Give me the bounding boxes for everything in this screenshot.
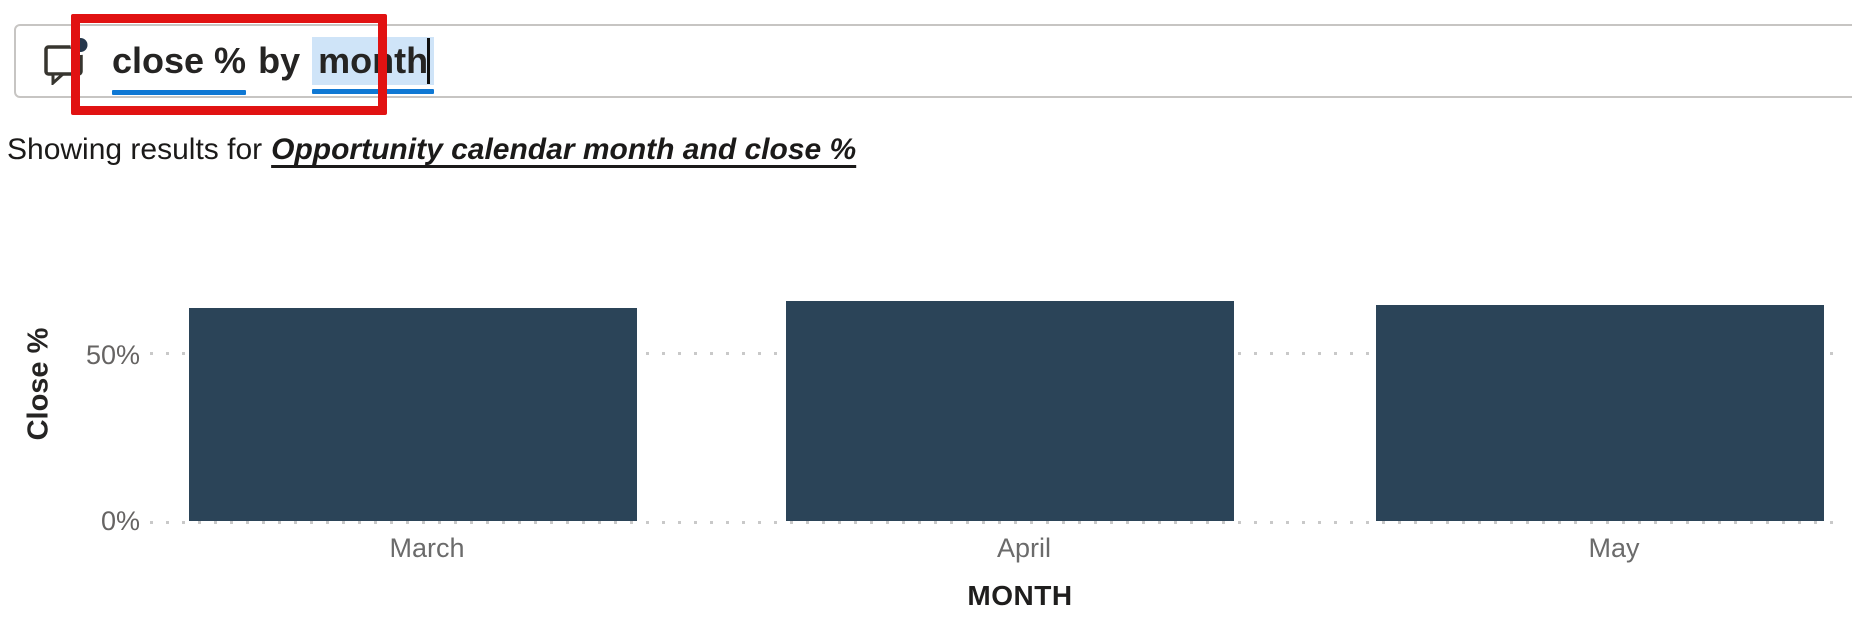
bar-may[interactable]	[1376, 304, 1824, 521]
results-interpretation-link[interactable]: Opportunity calendar month and close %	[271, 133, 857, 166]
query-term-close-pct[interactable]: close %	[112, 40, 247, 95]
x-tick-march: March	[389, 533, 465, 563]
query-term-month[interactable]: month	[312, 37, 435, 94]
x-tick-april: April	[996, 533, 1051, 563]
bar-april[interactable]	[786, 301, 1234, 521]
query-text: close % by month	[112, 37, 435, 95]
x-axis-baseline	[150, 521, 1844, 524]
bar-march[interactable]	[189, 307, 637, 521]
qa-question-input[interactable]: close % by month	[14, 24, 1852, 98]
text-caret	[427, 38, 431, 84]
x-axis-title: MONTH	[967, 580, 1073, 611]
query-word-by: by	[258, 40, 301, 81]
y-tick-50: 50%	[85, 340, 140, 370]
y-tick-0: 0%	[100, 506, 140, 536]
x-tick-may: May	[1588, 533, 1640, 563]
results-caption: Showing results for Opportunity calendar …	[7, 131, 856, 169]
results-caption-prefix: Showing results for	[7, 133, 263, 166]
